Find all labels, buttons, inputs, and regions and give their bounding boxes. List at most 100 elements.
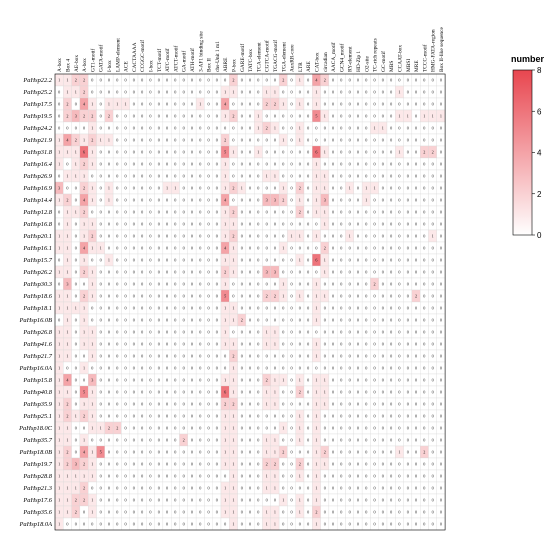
cell-value: 0 [349,294,351,299]
cell-value: 0 [440,426,442,431]
cell-value: 0 [133,390,135,395]
cell-value: 0 [66,126,68,131]
cell-value: 2 [423,450,425,455]
cell-value: 2 [232,234,234,239]
cell-value: 1 [83,306,85,311]
cell-value: 0 [58,318,60,323]
cell-value: 0 [415,462,417,467]
cell-value: 5 [100,450,102,455]
cell-value: 0 [374,426,376,431]
cell-value: 0 [291,102,293,107]
cell-value: 2 [374,282,376,287]
cell-value: 0 [116,414,118,419]
cell-value: 0 [407,498,409,503]
cell-value: 0 [216,390,218,395]
cell-value: 0 [199,330,201,335]
cell-value: 0 [291,138,293,143]
cell-value: 0 [291,186,293,191]
cell-value: 1 [66,390,68,395]
cell-value: 0 [183,474,185,479]
cell-value: 0 [216,438,218,443]
cell-value: 0 [407,486,409,491]
cell-value: 0 [274,366,276,371]
cell-value: 0 [415,378,417,383]
cell-value: 0 [407,294,409,299]
cell-value: 0 [307,162,309,167]
cell-value: 0 [241,366,243,371]
cell-value: 0 [166,522,168,527]
cell-value: 6 [224,390,226,395]
cell-value: 1 [232,246,234,251]
column-label: CGTCA-motif [264,40,271,72]
cell-value: 0 [108,270,110,275]
cell-value: 0 [125,438,127,443]
column-label: RY-element [348,46,354,72]
cell-value: 1 [315,462,317,467]
cell-value: 0 [174,102,176,107]
cell-value: 2 [274,294,276,299]
cell-value: 0 [440,438,442,443]
cell-value: 0 [249,210,251,215]
cell-value: 0 [407,522,409,527]
cell-value: 0 [116,378,118,383]
cell-value: 0 [440,498,442,503]
cell-value: 0 [390,330,392,335]
cell-value: 0 [440,486,442,491]
cell-value: 0 [158,294,160,299]
cell-value: 0 [382,390,384,395]
cell-value: 1 [83,138,85,143]
cell-value: 0 [340,282,342,287]
cell-value: 1 [91,294,93,299]
cell-value: 0 [216,474,218,479]
cell-value: 0 [415,150,417,155]
cell-value: 0 [291,426,293,431]
cell-value: 0 [241,510,243,515]
cell-value: 0 [398,426,400,431]
cell-value: 0 [324,354,326,359]
cell-value: 0 [208,510,210,515]
cell-value: 0 [133,498,135,503]
cell-value: 0 [415,366,417,371]
cell-value: 0 [440,210,442,215]
cell-value: 0 [374,450,376,455]
cell-value: 0 [216,186,218,191]
cell-value: 0 [340,330,342,335]
cell-value: 0 [174,450,176,455]
cell-value: 1 [66,342,68,347]
cell-value: 1 [274,510,276,515]
cell-value: 0 [440,270,442,275]
cell-value: 0 [75,426,77,431]
cell-value: 0 [324,90,326,95]
column-label: A-box [82,58,88,72]
cell-value: 0 [257,198,259,203]
cell-value: 0 [382,462,384,467]
cell-value: 0 [266,78,268,83]
cell-value: 0 [332,402,334,407]
cell-value: 0 [365,414,367,419]
cell-value: 0 [100,234,102,239]
cell-value: 0 [257,306,259,311]
cell-value: 1 [66,438,68,443]
cell-value: 0 [291,510,293,515]
cell-value: 0 [199,426,201,431]
cell-value: 0 [166,342,168,347]
cell-value: 2 [232,78,234,83]
cell-value: 1 [274,378,276,383]
cell-value: 1 [324,186,326,191]
cell-value: 0 [249,486,251,491]
cell-value: 0 [365,306,367,311]
cell-value: 0 [299,318,301,323]
cell-value: 0 [390,498,392,503]
column-label: HD-Zip 1 [356,51,362,72]
cell-value: 1 [266,174,268,179]
cell-value: 0 [398,186,400,191]
cell-value: 0 [432,78,434,83]
cell-value: 0 [382,174,384,179]
cell-value: 0 [374,114,376,119]
cell-value: 0 [141,450,143,455]
cell-value: 1 [66,318,68,323]
cell-value: 0 [199,282,201,287]
cell-value: 0 [125,78,127,83]
cell-value: 0 [398,306,400,311]
cell-value: 0 [183,246,185,251]
